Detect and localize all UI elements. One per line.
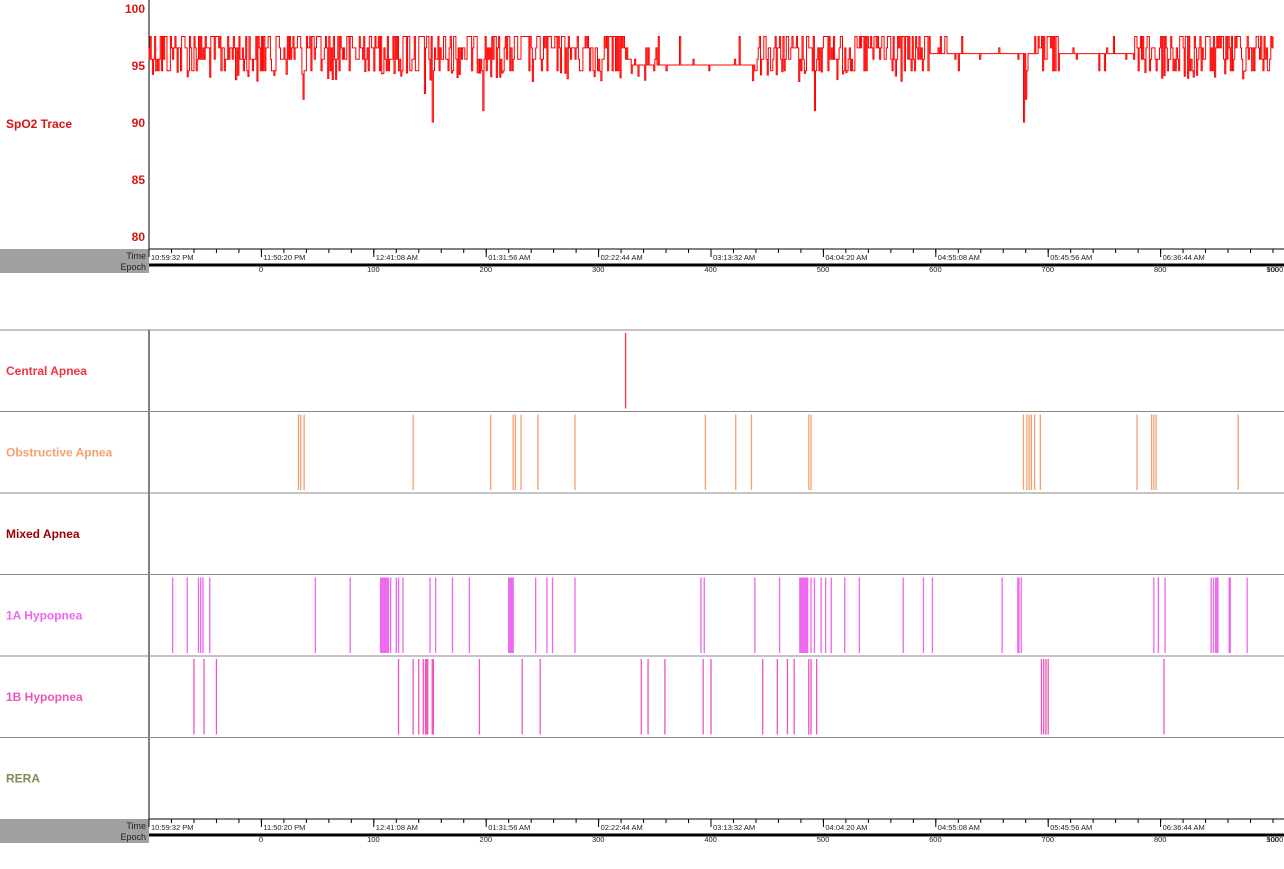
spo2-y-tick-label: 100 <box>125 2 145 16</box>
events-epoch-tick-label: 500 <box>817 835 830 844</box>
event-row-label: 1B Hypopnea <box>6 690 83 704</box>
events-epoch-tick-label: 1000 <box>1267 835 1284 844</box>
spo2-epoch-tick-label: 100 <box>367 265 380 274</box>
events-time-tick-label: 11:50:20 PM <box>263 823 305 832</box>
events-time-tick-label: 03:13:32 AM <box>713 823 755 832</box>
spo2-epoch-tick-label: 900 <box>1266 265 1279 274</box>
spo2-epoch-tick-label: 200 <box>480 265 493 274</box>
events-time-tick-label: 05:45:56 AM <box>1050 823 1092 832</box>
spo2-y-tick-label: 85 <box>132 173 146 187</box>
events-time-tick-label: 10:59:32 PM <box>151 823 194 832</box>
spo2-time-tick-label: 10:59:32 PM <box>151 253 194 262</box>
events-axis-header <box>0 819 149 843</box>
spo2-label: SpO2 Trace <box>6 117 72 131</box>
spo2-time-tick-label: 05:45:56 AM <box>1050 253 1092 262</box>
events-time-tick-label: 01:31:56 AM <box>488 823 530 832</box>
events-epoch-tick-label: 800 <box>1154 835 1167 844</box>
events-time-tick-label: 04:04:20 AM <box>825 823 867 832</box>
events-epoch-tick-label: 300 <box>592 835 605 844</box>
spo2-axis-header <box>0 249 149 273</box>
spo2-y-tick-label: 80 <box>132 230 146 244</box>
spo2-time-tick-label: 04:04:20 AM <box>825 253 867 262</box>
events-time-tick-label: 02:22:44 AM <box>601 823 643 832</box>
spo2-time-tick-label: 03:13:32 AM <box>713 253 755 262</box>
events-epoch-tick-label: 200 <box>480 835 493 844</box>
event-row-label: 1A Hypopnea <box>6 608 83 622</box>
spo2-epoch-tick-label: 800 <box>1154 265 1167 274</box>
spo2-epoch-label: Epoch <box>120 262 146 272</box>
spo2-y-tick-label: 90 <box>132 116 146 130</box>
spo2-time-tick-label: 01:31:56 AM <box>488 253 530 262</box>
spo2-trace-line <box>148 36 1274 123</box>
spo2-time-tick-label: 02:22:44 AM <box>601 253 643 262</box>
events-time-label: Time <box>126 821 146 831</box>
events-time-tick-label: 06:36:44 AM <box>1163 823 1205 832</box>
events-epoch-tick-label: 900 <box>1266 835 1279 844</box>
events-time-tick-label: 12:41:08 AM <box>376 823 418 832</box>
events-epoch-tick-label: 0 <box>259 835 263 844</box>
spo2-epoch-tick-label: 0 <box>259 265 263 274</box>
event-row-label: Obstructive Apnea <box>6 445 113 459</box>
spo2-time-tick-label: 04:55:08 AM <box>938 253 980 262</box>
events-epoch-label: Epoch <box>120 832 146 842</box>
spo2-time-label: Time <box>126 251 146 261</box>
events-epoch-tick-label: 600 <box>929 835 942 844</box>
event-row-label: Mixed Apnea <box>6 527 80 541</box>
events-epoch-tick-label: 700 <box>1042 835 1055 844</box>
spo2-time-tick-label: 12:41:08 AM <box>376 253 418 262</box>
events-time-tick-label: 04:55:08 AM <box>938 823 980 832</box>
spo2-epoch-tick-label: 1000 <box>1267 265 1284 274</box>
events-epoch-tick-label: 400 <box>704 835 717 844</box>
spo2-time-tick-label: 06:36:44 AM <box>1163 253 1205 262</box>
spo2-y-tick-label: 95 <box>132 59 146 73</box>
events-epoch-tick-label: 100 <box>367 835 380 844</box>
spo2-time-tick-label: 11:50:20 PM <box>263 253 305 262</box>
spo2-epoch-tick-label: 400 <box>704 265 717 274</box>
event-row-label: RERA <box>6 771 40 785</box>
event-row-label: Central Apnea <box>6 364 87 378</box>
spo2-epoch-tick-label: 700 <box>1042 265 1055 274</box>
spo2-epoch-tick-label: 500 <box>817 265 830 274</box>
spo2-epoch-tick-label: 300 <box>592 265 605 274</box>
spo2-epoch-tick-label: 600 <box>929 265 942 274</box>
